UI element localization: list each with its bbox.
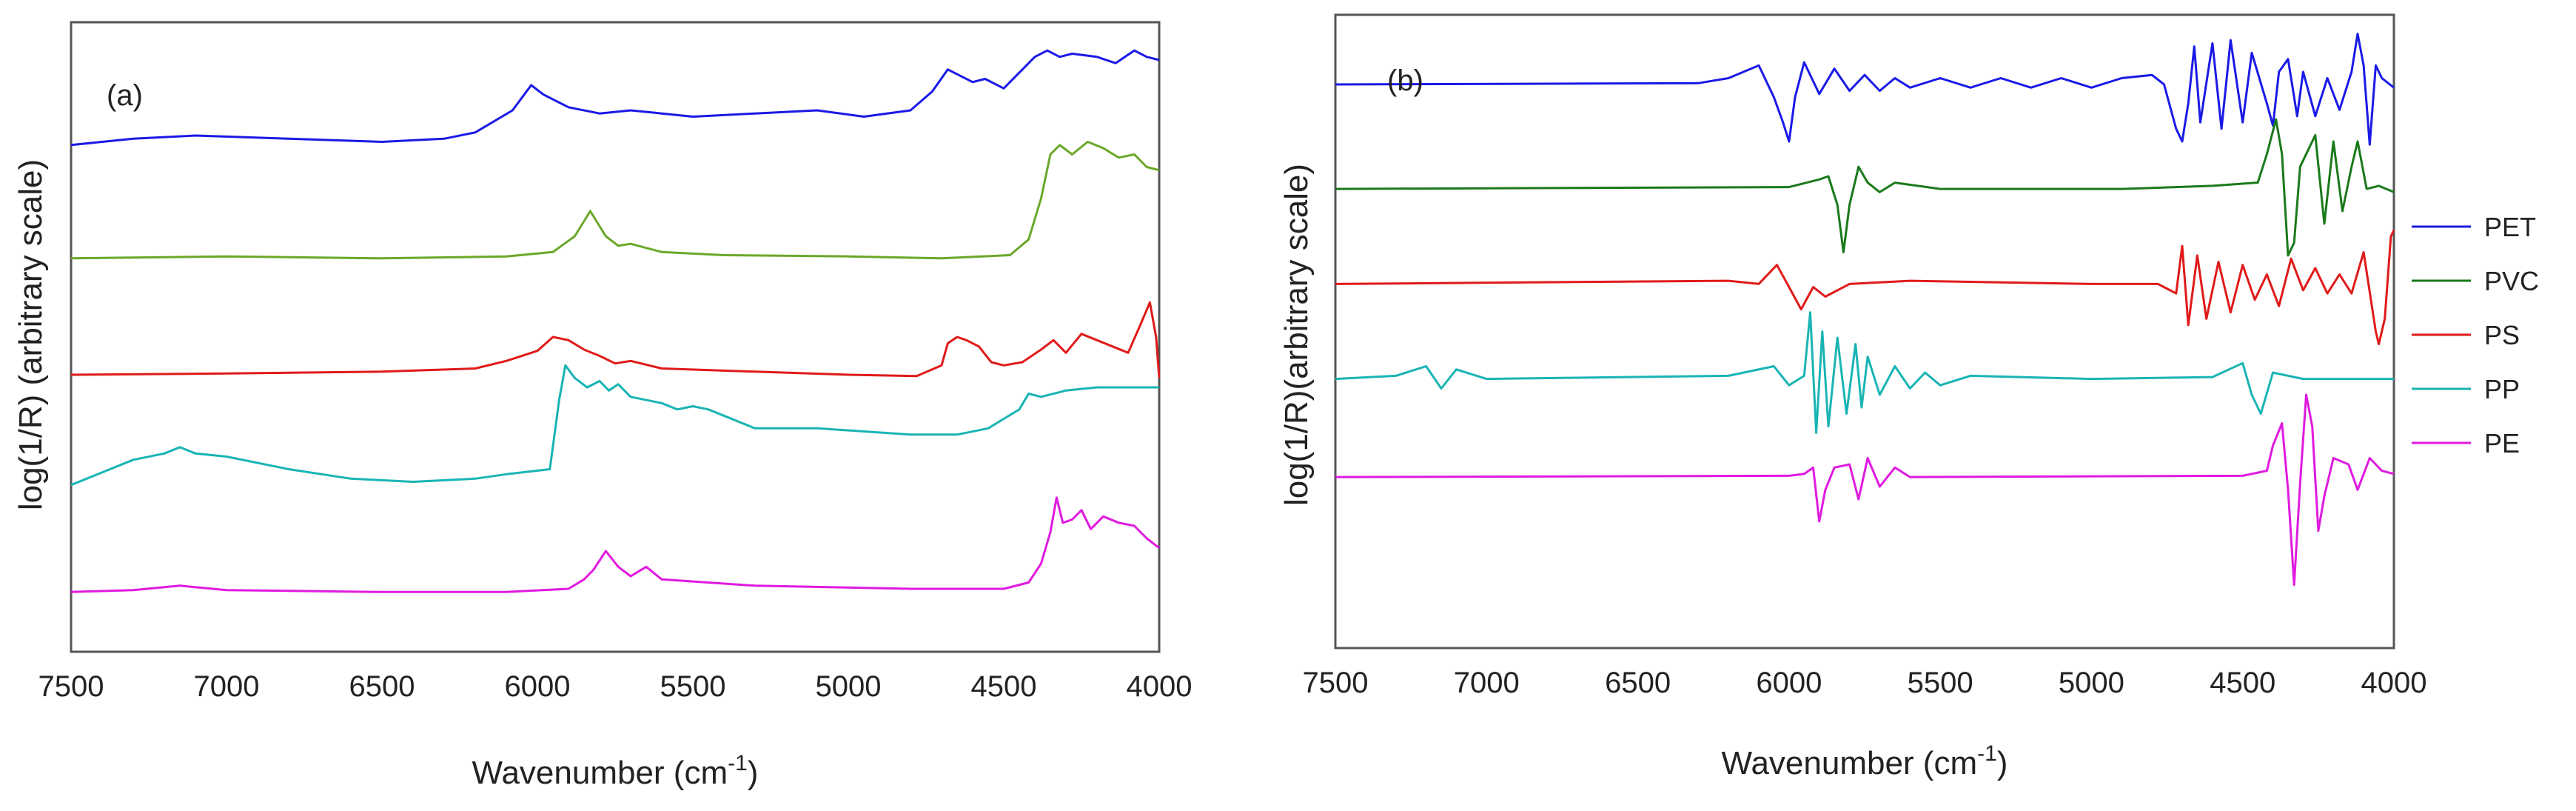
series-line-pp-b	[1335, 311, 2394, 434]
series-line-pp-a	[70, 364, 1159, 487]
x-tick-label-a: 4500	[971, 670, 1037, 703]
x-axis-title-a: Wavenumber (cm-1)	[472, 751, 759, 791]
series-line-pe-b	[1335, 393, 2395, 586]
chart-panel-b: 7500 7000 6500 6000 5500 5000 4500 4000 (b) log…	[1278, 13, 2539, 781]
series-line-ps-b	[1335, 230, 2395, 346]
plot-area-a	[70, 21, 1161, 653]
y-axis-title-b: log(1/R)(arbitrary scale)	[1278, 164, 1315, 506]
x-axis-title-b: Wavenumber (cm-1)	[1722, 741, 2008, 781]
x-tick-label-b: 4000	[2361, 667, 2427, 699]
x-tick-label-b: 6500	[1605, 667, 1671, 699]
panel-label-a: (a)	[107, 79, 143, 112]
x-tick-label-b: 5000	[2059, 667, 2124, 699]
x-tick-label-a: 6000	[505, 670, 571, 703]
series-layer-a	[70, 49, 1161, 593]
x-tick-label-a: 5500	[660, 670, 726, 703]
series-line-ps-a	[70, 301, 1161, 378]
x-ticks-a: 7500 7000 6500 6000 5500 5000 4500 4000	[38, 670, 1193, 703]
legend: PET PVC PS PP PE	[2412, 212, 2539, 458]
y-axis-title-a: log(1/R) (arbitrary scale)	[13, 159, 49, 510]
series-line-pe-a	[70, 496, 1160, 593]
x-tick-label-b: 4500	[2210, 667, 2275, 699]
panel-label-b: (b)	[1387, 64, 1423, 97]
x-tick-label-b: 5500	[1908, 667, 1973, 699]
plot-area-b	[1334, 13, 2395, 650]
x-tick-label-b: 7000	[1454, 667, 1520, 699]
x-axis-title-close-b: )	[1997, 745, 2008, 781]
chart-panel-a: 7500 7000 6500 6000 5500 5000 4500 4000 (a) log…	[13, 21, 1193, 791]
series-line-pvc-b	[1335, 118, 2395, 257]
x-axis-title-text-a: Wavenumber (cm	[472, 755, 728, 791]
x-tick-label-a: 7000	[194, 670, 260, 703]
x-tick-label-a: 5000	[816, 670, 882, 703]
legend-label-pp: PP	[2484, 374, 2520, 404]
series-line-pet-b	[1335, 33, 2395, 146]
legend-label-pe: PE	[2484, 428, 2520, 458]
x-tick-label-a: 4000	[1127, 670, 1193, 703]
series-line-pet-a	[70, 49, 1160, 147]
legend-label-ps: PS	[2484, 320, 2520, 350]
x-tick-label-a: 7500	[38, 670, 104, 703]
x-tick-label-a: 6500	[349, 670, 415, 703]
x-tick-label-b: 6000	[1756, 667, 1822, 699]
legend-label-pet: PET	[2484, 212, 2536, 242]
x-axis-title-sup-b: -1	[1977, 741, 1997, 766]
x-tick-label-b: 7500	[1303, 667, 1369, 699]
x-ticks-b: 7500 7000 6500 6000 5500 5000 4500 4000	[1303, 667, 2427, 699]
x-axis-title-close-a: )	[748, 755, 759, 791]
series-line-pvc-a	[70, 141, 1160, 260]
x-axis-title-sup-a: -1	[728, 751, 748, 775]
legend-label-pvc: PVC	[2484, 266, 2539, 296]
series-layer-b	[1335, 33, 2395, 586]
x-axis-title-text-b: Wavenumber (cm	[1722, 745, 1978, 781]
